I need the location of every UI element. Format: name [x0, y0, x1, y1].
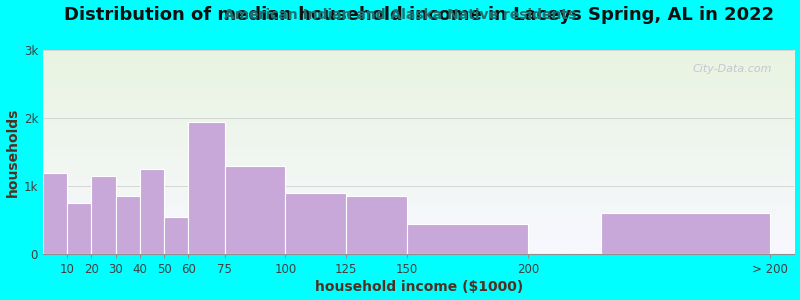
Bar [164, 217, 189, 254]
Bar [116, 196, 140, 254]
Bar [67, 203, 91, 254]
Bar [406, 224, 528, 254]
Bar [140, 169, 164, 254]
Text: American Indian and Alaska Native residents: American Indian and Alaska Native reside… [224, 8, 576, 22]
Title: Distribution of median household income in Laceys Spring, AL in 2022: Distribution of median household income … [64, 6, 774, 24]
Bar [346, 196, 406, 254]
Text: City-Data.com: City-Data.com [692, 64, 772, 74]
Y-axis label: households: households [6, 107, 19, 197]
X-axis label: household income ($1000): household income ($1000) [314, 280, 523, 294]
Bar [91, 176, 116, 254]
Bar [601, 213, 770, 254]
Bar [225, 166, 286, 254]
Bar [189, 122, 225, 254]
Bar [43, 172, 67, 254]
Bar [286, 193, 346, 254]
